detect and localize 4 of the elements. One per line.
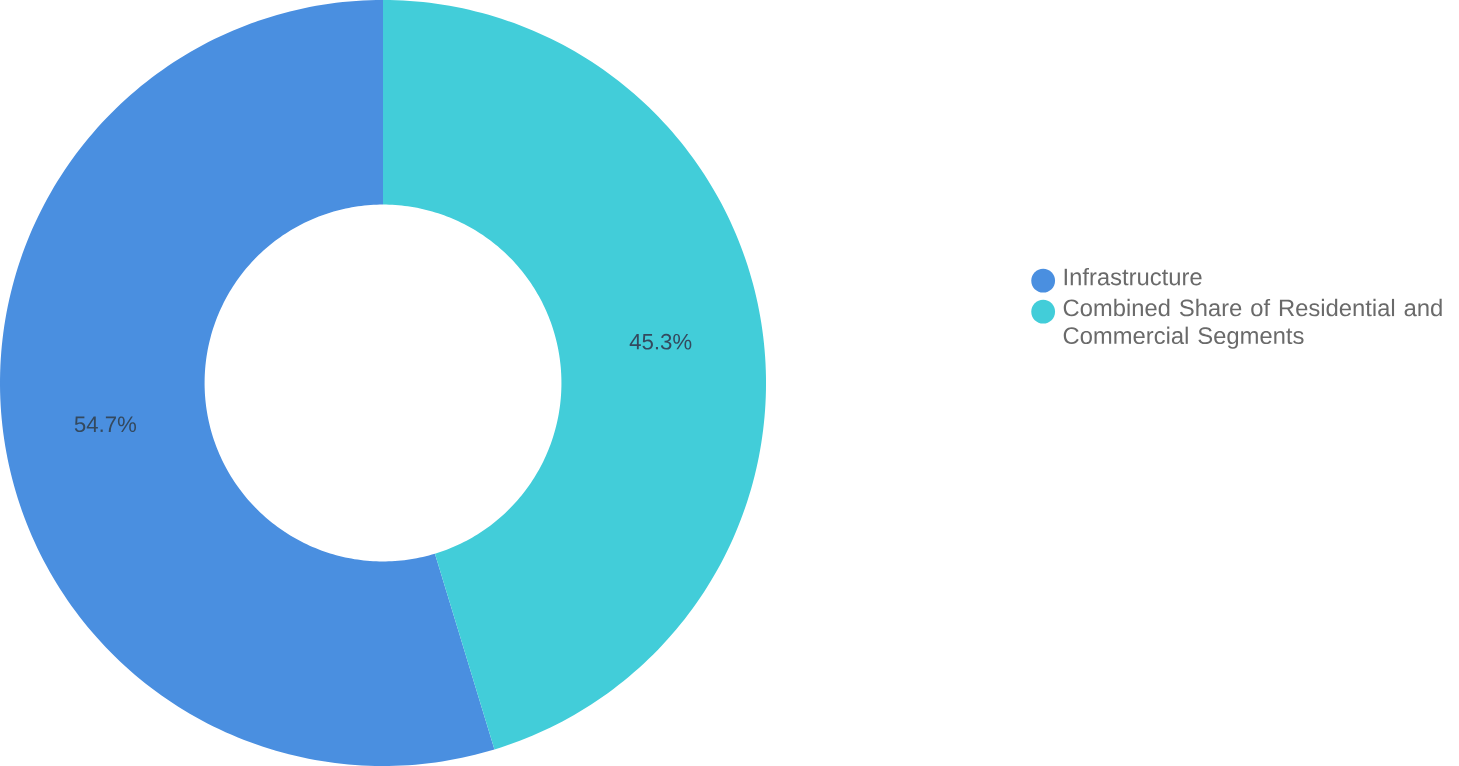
legend-label: Combined Share of Residential and Commercial Segments [1063,298,1442,349]
data-label: 54.7% [74,416,137,433]
data-label: 45.3% [629,333,692,350]
legend-label: Infrastructure [1064,267,1202,286]
